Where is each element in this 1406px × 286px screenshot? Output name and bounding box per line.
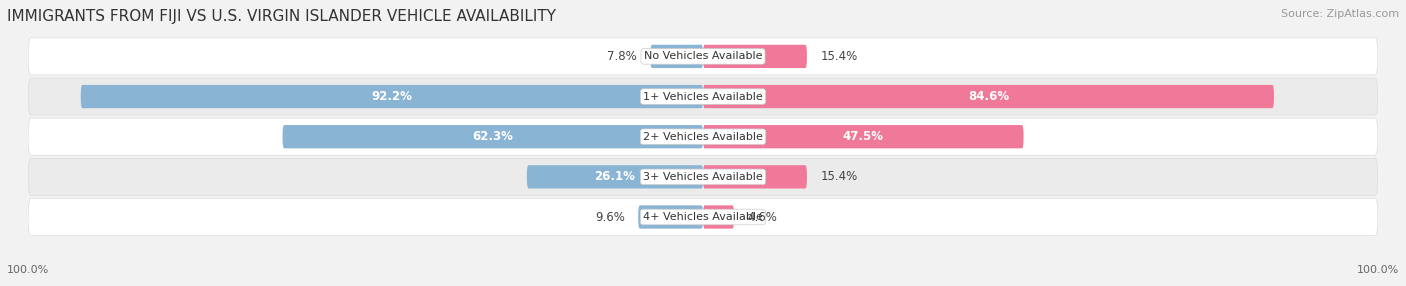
Text: 84.6%: 84.6% — [967, 90, 1010, 103]
FancyBboxPatch shape — [80, 85, 703, 108]
Text: 26.1%: 26.1% — [595, 170, 636, 183]
FancyBboxPatch shape — [703, 165, 807, 188]
FancyBboxPatch shape — [703, 85, 1274, 108]
Text: 47.5%: 47.5% — [842, 130, 884, 143]
FancyBboxPatch shape — [703, 205, 734, 229]
Text: 4.6%: 4.6% — [748, 210, 778, 223]
Text: Source: ZipAtlas.com: Source: ZipAtlas.com — [1281, 9, 1399, 19]
FancyBboxPatch shape — [703, 45, 807, 68]
FancyBboxPatch shape — [28, 78, 1378, 115]
Text: 4+ Vehicles Available: 4+ Vehicles Available — [643, 212, 763, 222]
Text: 9.6%: 9.6% — [595, 210, 624, 223]
FancyBboxPatch shape — [283, 125, 703, 148]
FancyBboxPatch shape — [28, 118, 1378, 155]
Text: 1+ Vehicles Available: 1+ Vehicles Available — [643, 92, 763, 102]
FancyBboxPatch shape — [28, 38, 1378, 75]
Legend: Immigrants from Fiji, U.S. Virgin Islander: Immigrants from Fiji, U.S. Virgin Island… — [551, 281, 855, 286]
Text: 62.3%: 62.3% — [472, 130, 513, 143]
FancyBboxPatch shape — [651, 45, 703, 68]
Text: No Vehicles Available: No Vehicles Available — [644, 51, 762, 61]
Text: 100.0%: 100.0% — [1357, 265, 1399, 275]
FancyBboxPatch shape — [28, 198, 1378, 235]
Text: 92.2%: 92.2% — [371, 90, 412, 103]
Text: 100.0%: 100.0% — [7, 265, 49, 275]
Text: IMMIGRANTS FROM FIJI VS U.S. VIRGIN ISLANDER VEHICLE AVAILABILITY: IMMIGRANTS FROM FIJI VS U.S. VIRGIN ISLA… — [7, 9, 555, 23]
Text: 3+ Vehicles Available: 3+ Vehicles Available — [643, 172, 763, 182]
FancyBboxPatch shape — [28, 158, 1378, 195]
FancyBboxPatch shape — [527, 165, 703, 188]
Text: 15.4%: 15.4% — [821, 170, 858, 183]
Text: 2+ Vehicles Available: 2+ Vehicles Available — [643, 132, 763, 142]
FancyBboxPatch shape — [703, 125, 1024, 148]
Text: 15.4%: 15.4% — [821, 50, 858, 63]
FancyBboxPatch shape — [638, 205, 703, 229]
Text: 7.8%: 7.8% — [607, 50, 637, 63]
